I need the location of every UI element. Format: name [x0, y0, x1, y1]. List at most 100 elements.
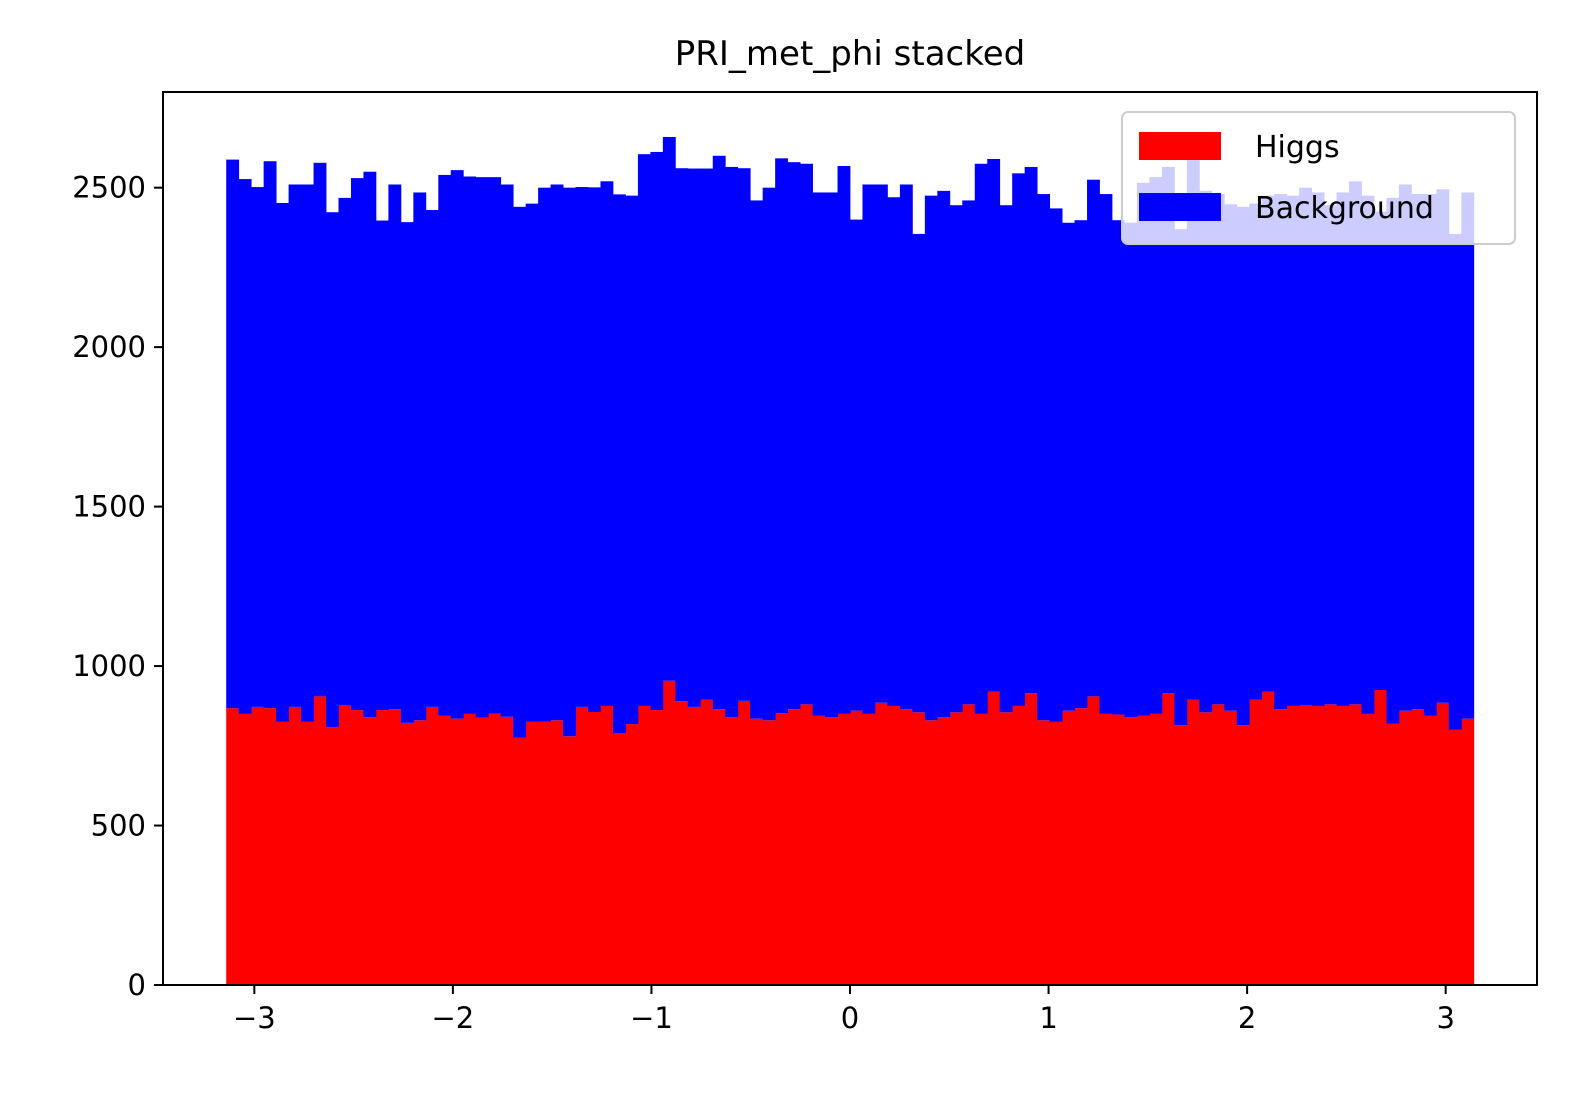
y-tick-label-1: 500 — [91, 809, 146, 843]
bar-higgs-98 — [1448, 729, 1462, 985]
bar-higgs-54 — [899, 709, 913, 985]
bar-higgs-28 — [575, 706, 589, 985]
bar-background-4 — [276, 202, 289, 722]
bar-higgs-65 — [1037, 720, 1051, 985]
bar-background-67 — [1062, 222, 1075, 711]
bar-background-15 — [413, 192, 427, 721]
bar-higgs-34 — [650, 710, 664, 985]
bar-higgs-9 — [338, 704, 352, 985]
bar-background-23 — [513, 206, 527, 738]
bar-background-62 — [999, 205, 1013, 713]
legend-label-background: Background — [1255, 191, 1434, 226]
bar-higgs-21 — [488, 713, 502, 985]
bar-higgs-67 — [1062, 710, 1075, 985]
bar-higgs-76 — [1174, 725, 1188, 985]
bar-higgs-5 — [288, 706, 302, 985]
bars-layer — [226, 136, 1475, 985]
bar-background-22 — [500, 184, 514, 717]
bar-higgs-19 — [463, 713, 477, 985]
bar-higgs-59 — [962, 704, 976, 985]
bar-higgs-81 — [1236, 725, 1250, 985]
bar-higgs-80 — [1224, 710, 1238, 985]
bar-higgs-94 — [1398, 710, 1412, 985]
bar-background-73 — [1136, 182, 1150, 716]
bar-background-79 — [1211, 194, 1225, 705]
bar-higgs-4 — [276, 721, 289, 985]
bar-background-18 — [450, 170, 464, 719]
bar-higgs-2 — [251, 706, 265, 985]
bar-background-57 — [937, 190, 951, 718]
bar-higgs-96 — [1423, 715, 1437, 985]
legend-swatch-background — [1139, 193, 1221, 221]
bar-background-72 — [1124, 222, 1138, 718]
bar-background-68 — [1074, 220, 1088, 709]
bar-background-70 — [1099, 194, 1113, 714]
bar-higgs-57 — [937, 717, 951, 985]
bar-higgs-68 — [1074, 708, 1088, 985]
bar-background-88 — [1324, 205, 1337, 705]
bar-higgs-44 — [775, 713, 789, 985]
bar-higgs-23 — [513, 737, 527, 985]
bar-background-95 — [1411, 194, 1425, 710]
bar-background-92 — [1373, 211, 1387, 690]
bar-background-60 — [974, 163, 988, 714]
bar-background-0 — [226, 159, 240, 709]
bar-background-87 — [1311, 192, 1325, 706]
bar-higgs-82 — [1249, 699, 1263, 985]
legend-label-higgs: Higgs — [1255, 130, 1340, 165]
bar-higgs-64 — [1024, 693, 1038, 985]
bar-higgs-37 — [687, 706, 701, 985]
bar-higgs-92 — [1373, 689, 1387, 985]
bar-background-5 — [288, 184, 302, 707]
bar-background-80 — [1224, 204, 1238, 711]
bar-higgs-36 — [675, 701, 689, 985]
bar-higgs-46 — [800, 704, 813, 985]
y-tick-label-4: 2000 — [72, 330, 146, 364]
bar-background-89 — [1336, 192, 1350, 706]
bar-background-9 — [338, 197, 352, 705]
x-tick-label-3: 0 — [841, 1001, 859, 1035]
bar-background-30 — [600, 181, 614, 706]
bar-background-35 — [662, 136, 676, 681]
bar-background-21 — [488, 177, 502, 714]
bar-background-43 — [762, 187, 776, 721]
bar-higgs-41 — [737, 700, 751, 985]
bar-higgs-48 — [825, 717, 838, 985]
bar-background-63 — [1012, 173, 1026, 706]
bar-higgs-40 — [725, 717, 739, 985]
bar-higgs-12 — [375, 710, 389, 985]
axes-layer: −3 −2 −1 0 1 2 3 0 500 1000 1500 2000 2500 — [72, 91, 1538, 1035]
legend-swatch-higgs — [1139, 132, 1221, 160]
bar-background-84 — [1274, 194, 1288, 710]
bar-background-2 — [251, 187, 265, 707]
bar-higgs-45 — [787, 709, 801, 985]
bar-higgs-61 — [987, 691, 1001, 985]
bar-higgs-55 — [912, 712, 926, 985]
bar-background-32 — [625, 195, 639, 725]
bar-higgs-15 — [413, 720, 427, 985]
bar-higgs-62 — [999, 712, 1013, 985]
bar-higgs-49 — [837, 713, 851, 985]
bar-background-58 — [949, 205, 963, 713]
bar-background-41 — [737, 168, 751, 701]
bar-higgs-53 — [887, 705, 901, 985]
bar-higgs-29 — [588, 711, 601, 985]
bar-higgs-63 — [1012, 705, 1026, 985]
bar-background-50 — [850, 219, 863, 711]
bar-higgs-99 — [1461, 718, 1475, 985]
bar-background-99 — [1461, 192, 1475, 719]
bar-background-85 — [1286, 195, 1300, 706]
bar-higgs-93 — [1386, 723, 1400, 985]
bar-higgs-22 — [500, 716, 514, 985]
bar-background-54 — [899, 184, 913, 710]
bar-background-33 — [637, 154, 651, 706]
bar-higgs-90 — [1349, 704, 1362, 985]
bar-higgs-88 — [1324, 704, 1337, 985]
bar-background-65 — [1037, 194, 1051, 721]
bar-background-34 — [650, 151, 664, 711]
bar-background-51 — [862, 184, 876, 714]
bar-higgs-69 — [1087, 696, 1100, 985]
bar-background-74 — [1149, 177, 1163, 714]
bar-background-96 — [1423, 194, 1437, 716]
